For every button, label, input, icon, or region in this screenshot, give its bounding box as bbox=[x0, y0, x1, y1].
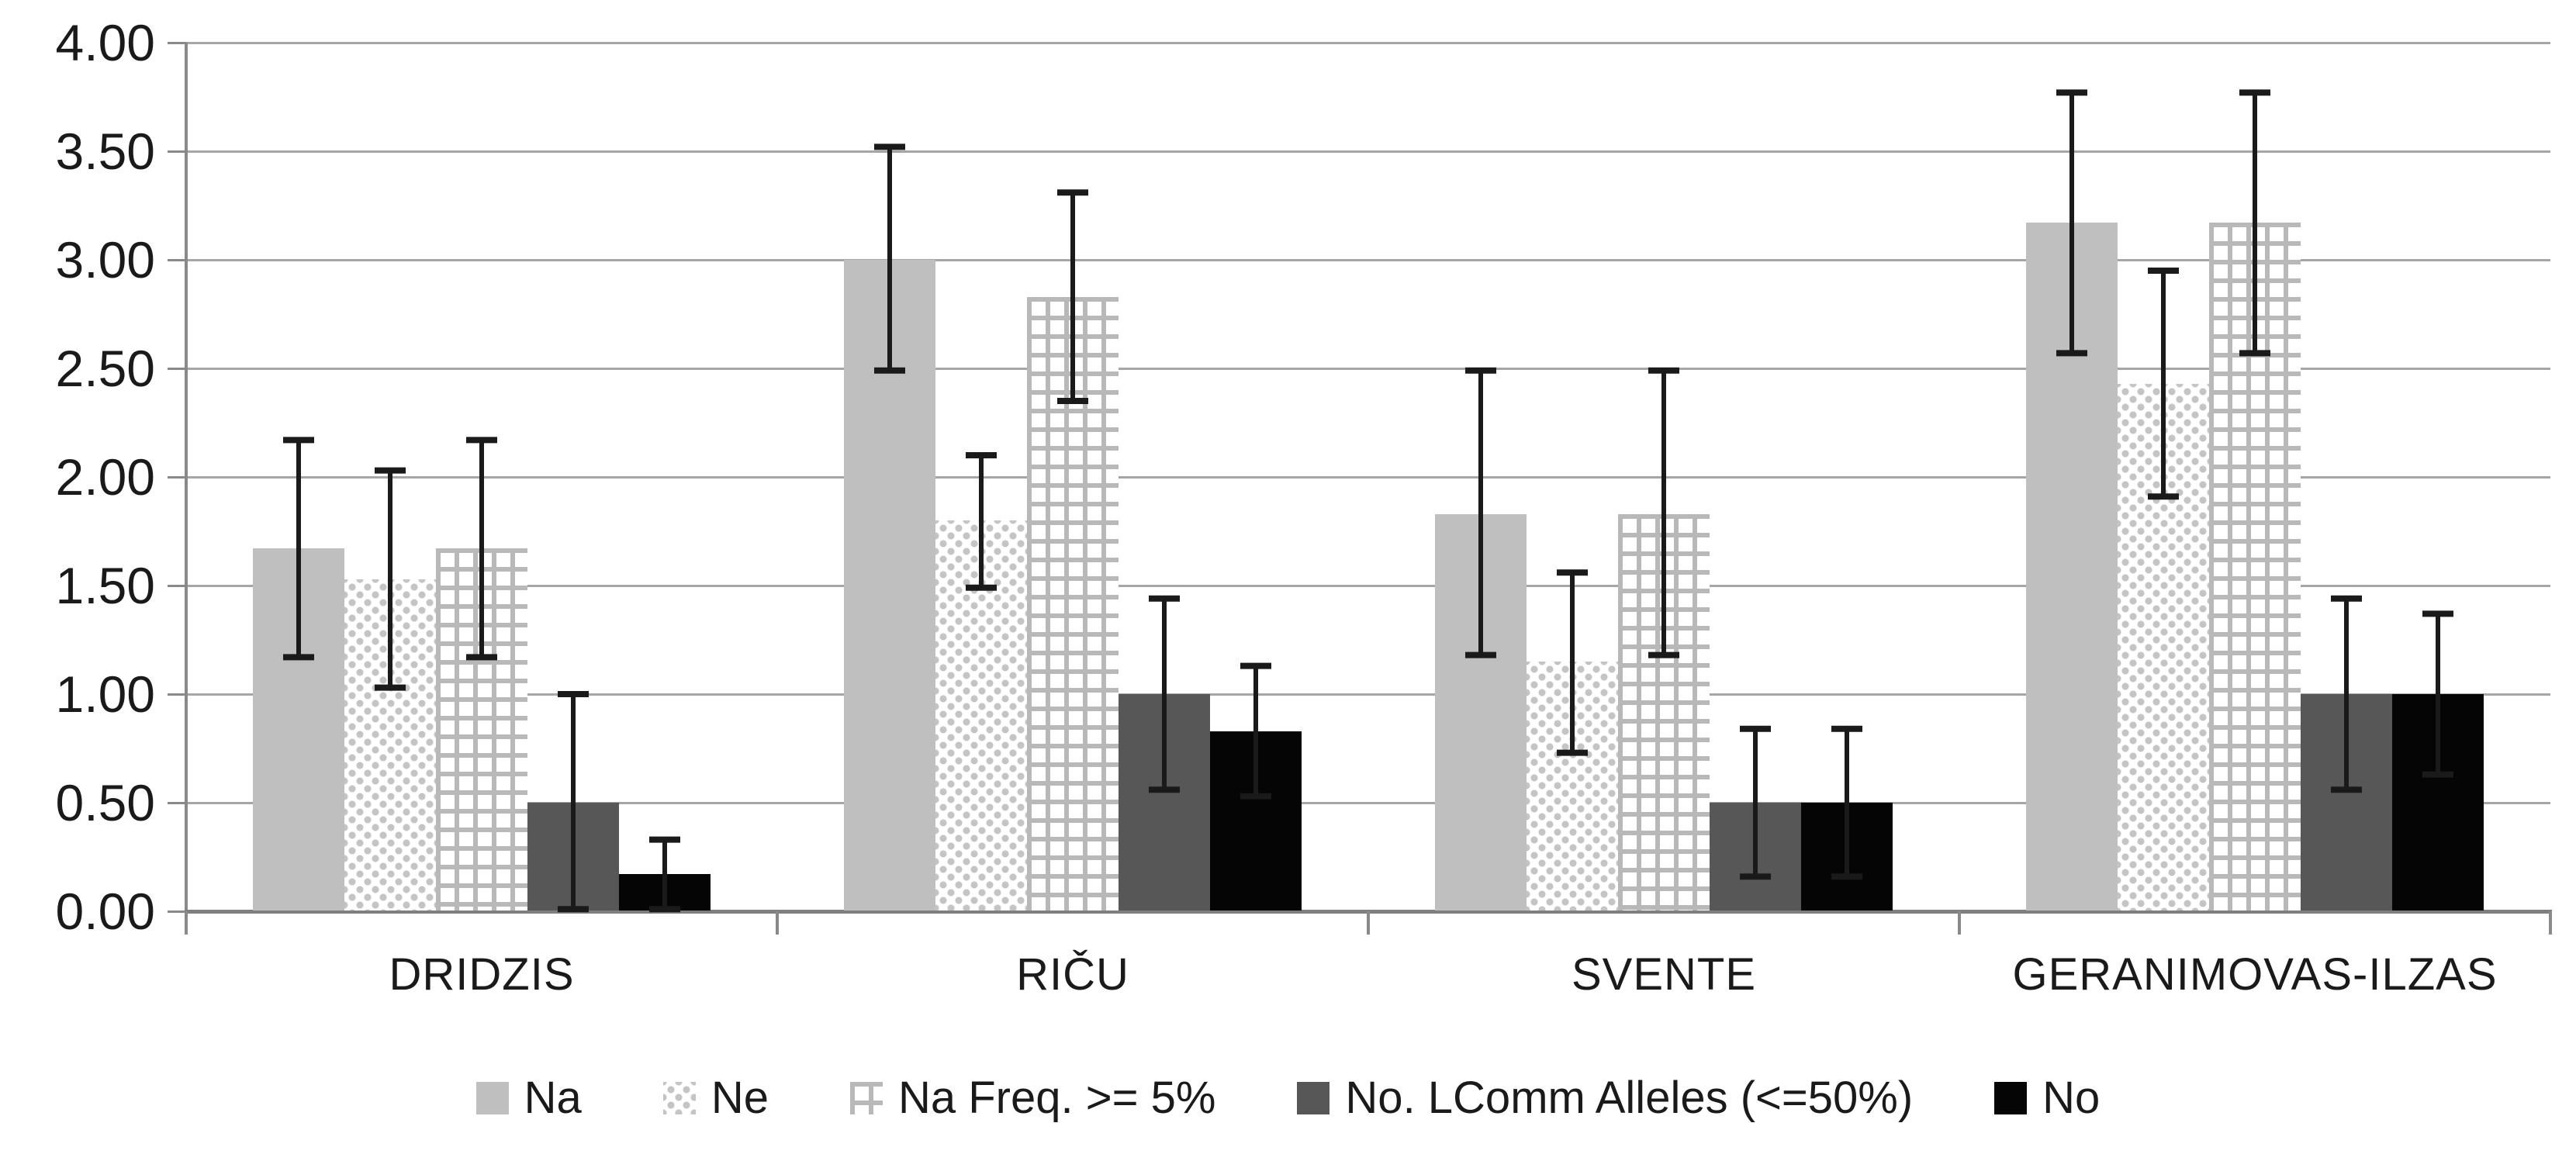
legend-label: Na Freq. >= 5% bbox=[897, 1073, 1216, 1123]
legend-label: Ne bbox=[711, 1073, 769, 1123]
bar-No-LComm-Alleles-50- bbox=[2301, 694, 2392, 910]
y-tick-label: 1.50 bbox=[55, 557, 155, 614]
y-axis-tick bbox=[168, 693, 186, 696]
y-axis-tick bbox=[168, 150, 186, 153]
y-axis-tick bbox=[168, 585, 186, 587]
bar-Na bbox=[253, 548, 344, 910]
y-axis-line bbox=[185, 43, 188, 935]
x-category-label: SVENTE bbox=[1571, 949, 1757, 1000]
gridline bbox=[186, 42, 2550, 44]
legend: Na Ne Na Freq. >= 5% No. LComm Alleles (<=5… bbox=[0, 1072, 2576, 1124]
bar-Na-Freq-5- bbox=[1027, 296, 1119, 910]
x-axis-tick bbox=[185, 911, 188, 935]
legend-item: No. LComm Alleles (<=50%) bbox=[1297, 1072, 1913, 1124]
y-tick-label: 2.00 bbox=[55, 448, 155, 506]
bar-Na bbox=[2026, 223, 2118, 910]
legend-label: No bbox=[2042, 1073, 2101, 1123]
y-axis-tick bbox=[168, 802, 186, 804]
legend-item: Ne bbox=[662, 1072, 769, 1124]
gridline bbox=[186, 150, 2550, 153]
legend-item: Na bbox=[475, 1072, 582, 1124]
bar-No bbox=[1210, 731, 1302, 910]
bar-Na bbox=[844, 260, 935, 910]
legend-swatch bbox=[475, 1081, 509, 1114]
y-axis-tick bbox=[168, 476, 186, 479]
gridline bbox=[186, 802, 2550, 804]
x-axis-tick bbox=[776, 911, 779, 935]
y-tick-label: 3.00 bbox=[55, 231, 155, 289]
x-category-label: DRIDZIS bbox=[389, 949, 575, 1000]
bar-Ne bbox=[2118, 383, 2209, 910]
y-axis-tick bbox=[168, 42, 186, 44]
x-category-label: RIČU bbox=[1016, 949, 1129, 1000]
y-axis-tick bbox=[168, 368, 186, 370]
gridline bbox=[186, 368, 2550, 370]
bar-Ne bbox=[935, 520, 1027, 910]
y-tick-label: 1.00 bbox=[55, 665, 155, 723]
legend-label: Na bbox=[524, 1073, 582, 1123]
bar-Ne bbox=[344, 579, 436, 910]
bar-Na-Freq-5- bbox=[2209, 223, 2301, 910]
gridline bbox=[186, 259, 2550, 261]
x-axis-tick bbox=[2549, 911, 2552, 935]
bar-Ne bbox=[1527, 662, 1618, 910]
x-category-label: GERANIMOVAS-ILZAS bbox=[2012, 949, 2498, 1000]
gridline bbox=[186, 585, 2550, 587]
legend-item: No bbox=[1994, 1072, 2100, 1124]
y-axis-tick bbox=[168, 910, 186, 913]
y-axis-tick bbox=[168, 259, 186, 261]
x-axis-tick bbox=[1958, 911, 1961, 935]
bar-No-LComm-Alleles-50- bbox=[1710, 803, 1801, 910]
legend-swatch bbox=[849, 1081, 883, 1114]
y-tick-label: 3.50 bbox=[55, 123, 155, 180]
gridline bbox=[186, 693, 2550, 696]
legend-swatch bbox=[1994, 1081, 2028, 1114]
legend-swatch bbox=[1297, 1081, 1330, 1114]
bar-No-LComm-Alleles-50- bbox=[1119, 694, 1210, 910]
legend-item: Na Freq. >= 5% bbox=[849, 1072, 1216, 1124]
gridline bbox=[186, 476, 2550, 479]
bar-No bbox=[619, 874, 711, 910]
y-tick-label: 4.00 bbox=[55, 14, 155, 71]
y-tick-label: 2.50 bbox=[55, 340, 155, 397]
legend-label: No. LComm Alleles (<=50%) bbox=[1345, 1073, 1914, 1123]
y-tick-label: 0.00 bbox=[55, 883, 155, 940]
bar-No bbox=[2392, 694, 2484, 910]
bar-No-LComm-Alleles-50- bbox=[527, 803, 619, 910]
bar-No bbox=[1801, 803, 1893, 910]
bar-Na-Freq-5- bbox=[1618, 513, 1710, 910]
x-axis-tick bbox=[1367, 911, 1370, 935]
legend-swatch bbox=[662, 1081, 696, 1114]
bar-Na bbox=[1435, 513, 1527, 910]
bar-Na-Freq-5- bbox=[436, 548, 527, 910]
y-tick-label: 0.50 bbox=[55, 774, 155, 831]
